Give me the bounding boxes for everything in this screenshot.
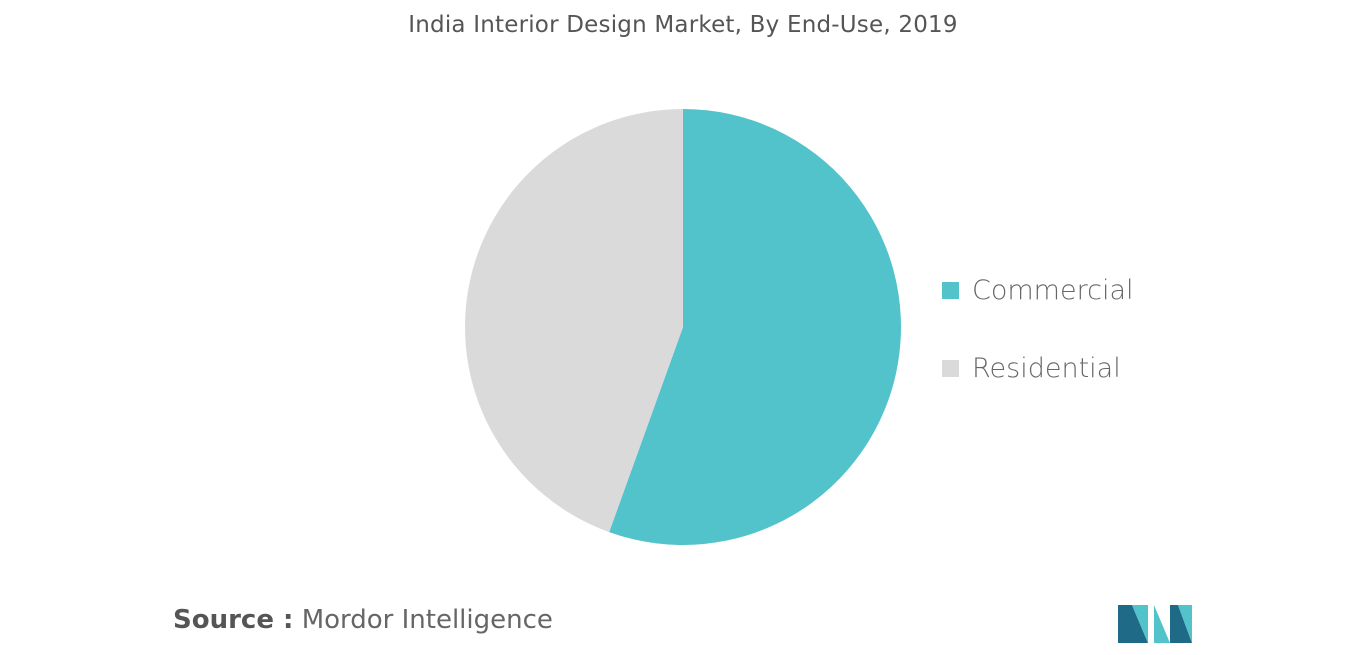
- pie-slice-residential: [465, 109, 683, 533]
- logo-shape-3: [1154, 605, 1170, 643]
- logo-shape-2: [1132, 605, 1148, 643]
- mordor-intelligence-logo-icon: [1118, 605, 1192, 643]
- legend-swatch-residential: [942, 359, 959, 377]
- pie-slice-commercial: [609, 109, 902, 545]
- legend-item-commercial: Commercial: [942, 270, 1134, 310]
- legend-swatch-commercial: [942, 281, 959, 299]
- logo-shape-4: [1170, 605, 1192, 643]
- source-text: Mordor Intelligence: [301, 605, 553, 635]
- logo-shape-5: [1178, 605, 1192, 643]
- logo-shape-1: [1118, 605, 1148, 643]
- legend-label-residential: Residential: [972, 352, 1121, 384]
- legend-item-residential: Residential: [942, 348, 1134, 388]
- legend-label-commercial: Commercial: [972, 274, 1134, 306]
- source-label: Source :: [173, 605, 294, 635]
- source-note: Source : Mordor Intelligence: [173, 605, 553, 635]
- chart-title: India Interior Design Market, By End-Use…: [408, 12, 958, 38]
- chart-legend: Commercial Residential: [942, 270, 1134, 426]
